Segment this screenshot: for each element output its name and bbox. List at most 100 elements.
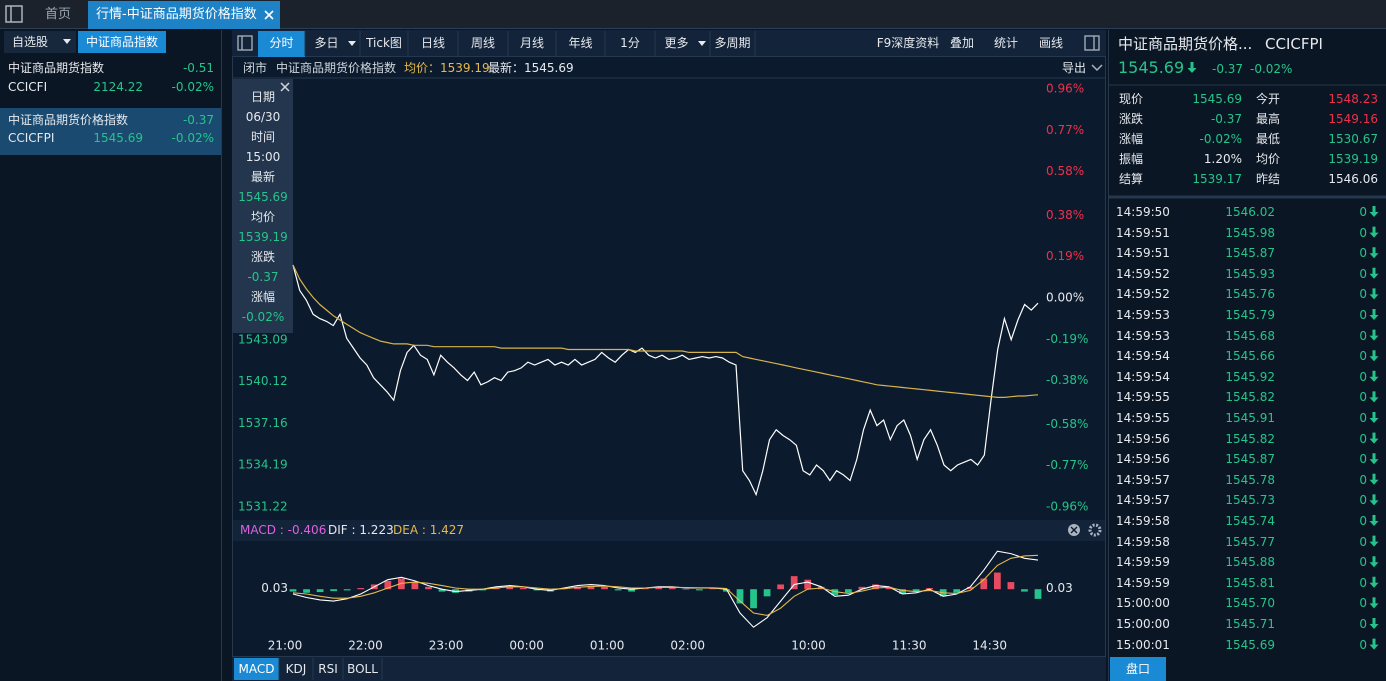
- tick-time: 14:59:57: [1116, 493, 1170, 508]
- macd-bar: [899, 589, 906, 594]
- macd-line: [292, 554, 1039, 616]
- macd-bar: [736, 589, 744, 604]
- tick-price: 1545.82: [1225, 431, 1275, 446]
- index-button[interactable]: 中证商品指数: [86, 35, 159, 49]
- down-arrow-icon: [1369, 535, 1379, 547]
- toolbar-button[interactable]: 月线: [519, 36, 545, 50]
- toolbar-button[interactable]: 多日: [314, 36, 339, 50]
- toolbar-button[interactable]: 多周期: [714, 36, 751, 50]
- indicator-tab[interactable]: BOLL: [347, 662, 378, 676]
- indicator-tab[interactable]: RSI: [318, 662, 338, 676]
- macd-close-x: [1070, 526, 1078, 534]
- tick-time: 14:59:51: [1116, 246, 1170, 261]
- down-arrow-icon: [1369, 576, 1379, 588]
- dropdown-arrow: [698, 41, 706, 46]
- tick-time: 15:00:00: [1116, 617, 1170, 631]
- y-tick-label: 1531.22: [238, 500, 288, 514]
- down-arrow-icon: [1369, 206, 1379, 217]
- down-arrow-icon: [1369, 494, 1379, 506]
- watchlist-button[interactable]: 自选股: [12, 35, 49, 49]
- tick-price: 1545.70: [1225, 596, 1275, 611]
- y2-tick-label: 0.58%: [1046, 164, 1084, 178]
- tab-active-bg[interactable]: [88, 1, 280, 29]
- x-tick-label: 23:00: [429, 639, 464, 653]
- macd-bar: [479, 589, 487, 591]
- macd-bar: [966, 586, 974, 590]
- toolbar-button[interactable]: 画线: [1038, 36, 1064, 50]
- tick-volume: 0: [1359, 514, 1367, 528]
- tick-volume: 0: [1359, 431, 1367, 446]
- tick-volume: 0: [1359, 308, 1367, 322]
- tick-volume: 0: [1359, 411, 1367, 425]
- tooltip-value: 1545.69: [238, 190, 288, 204]
- toolbar-button[interactable]: 更多: [664, 36, 689, 50]
- x-tick-label: 00:00: [509, 639, 544, 653]
- tooltip-value: 15:00: [245, 150, 281, 164]
- tick-price: 1545.87: [1225, 246, 1275, 261]
- macd-bar: [844, 589, 852, 593]
- macd-y-tick-label: 0.03: [1046, 581, 1073, 595]
- tab-home[interactable]: 首页: [45, 7, 72, 22]
- item-name[interactable]: 中证商品期货指数: [8, 61, 105, 75]
- tick-price: 1545.98: [1225, 225, 1275, 240]
- toolbar-button[interactable]: F9深度资料: [876, 36, 940, 50]
- toolbar-button[interactable]: 统计: [993, 36, 1019, 50]
- toolbar-button[interactable]: Tick图: [366, 36, 402, 50]
- tick-volume: 0: [1359, 266, 1367, 281]
- macd-bar: [519, 588, 527, 590]
- toolbar-button[interactable]: 周线: [470, 36, 496, 50]
- info-avg: 均价：1539.19: [404, 61, 490, 75]
- tick-volume: 0: [1359, 225, 1367, 240]
- footer-button-bg[interactable]: [1110, 657, 1166, 681]
- macd-bar: [411, 582, 419, 590]
- footer-button[interactable]: 盘口: [1125, 662, 1151, 676]
- export-button[interactable]: 导出: [1062, 61, 1087, 75]
- item-code: CCICFI: [8, 80, 48, 94]
- indicator-tab[interactable]: MACD: [238, 662, 275, 676]
- tick-volume: 0: [1359, 493, 1367, 508]
- macd-bar: [506, 586, 514, 590]
- stat-label: 最低: [1256, 132, 1281, 146]
- info-name: 中证商品期货价格指数: [276, 61, 397, 75]
- stat-value: 1539.19: [1328, 152, 1378, 166]
- macd-header: DEA : 1.427: [393, 523, 465, 537]
- stat-value: 1.20%: [1203, 152, 1242, 166]
- toolbar-button[interactable]: 年线: [568, 36, 593, 50]
- watchlist-button-bg[interactable]: [4, 31, 76, 53]
- tick-time: 14:59:51: [1116, 225, 1170, 240]
- tab-active[interactable]: 行情-中证商品期货价格指数: [96, 7, 257, 22]
- item-price: 1545.69: [93, 131, 143, 145]
- indicator-tab[interactable]: KDJ: [285, 662, 307, 676]
- macd-settings-icon: [1088, 523, 1102, 537]
- macd-bar: [1034, 589, 1042, 599]
- index-button-bg[interactable]: [78, 31, 166, 53]
- toolbar-button[interactable]: 1分: [620, 36, 640, 50]
- quote-title: 中证商品期货价格...: [1118, 35, 1253, 53]
- dropdown-arrow: [63, 39, 71, 44]
- macd-bar: [885, 586, 893, 590]
- macd-bar: [357, 588, 365, 590]
- tick-price: 1545.68: [1225, 328, 1275, 343]
- item-change: -0.51: [182, 61, 214, 75]
- stat-value: 1549.16: [1328, 112, 1378, 126]
- tick-price: 1545.79: [1225, 308, 1275, 322]
- tick-price: 1545.93: [1225, 266, 1275, 281]
- macd-bar: [425, 586, 432, 590]
- market-status: 闭市: [243, 61, 268, 75]
- down-arrow-icon: [1187, 62, 1197, 73]
- indicator-tab-active-bg[interactable]: [234, 658, 279, 680]
- toolbar-button[interactable]: 日线: [420, 36, 446, 50]
- macd-bar: [858, 586, 866, 590]
- x-tick-label: 02:00: [670, 639, 705, 653]
- quote-code: CCICFPI: [1265, 35, 1323, 53]
- item-name[interactable]: 中证商品期货价格指数: [8, 113, 129, 127]
- toolbar-button[interactable]: 叠加: [949, 36, 975, 50]
- selected-item-bg[interactable]: [0, 108, 221, 155]
- toolbar-active-bg[interactable]: [258, 31, 305, 57]
- toolbar-button[interactable]: 分时: [269, 36, 294, 50]
- chart-panel: [232, 57, 1106, 657]
- tick-volume: 0: [1359, 452, 1367, 467]
- quote-panel: [1108, 30, 1386, 681]
- y-tick-label: 1543.09: [238, 332, 288, 346]
- tick-volume: 0: [1359, 472, 1367, 487]
